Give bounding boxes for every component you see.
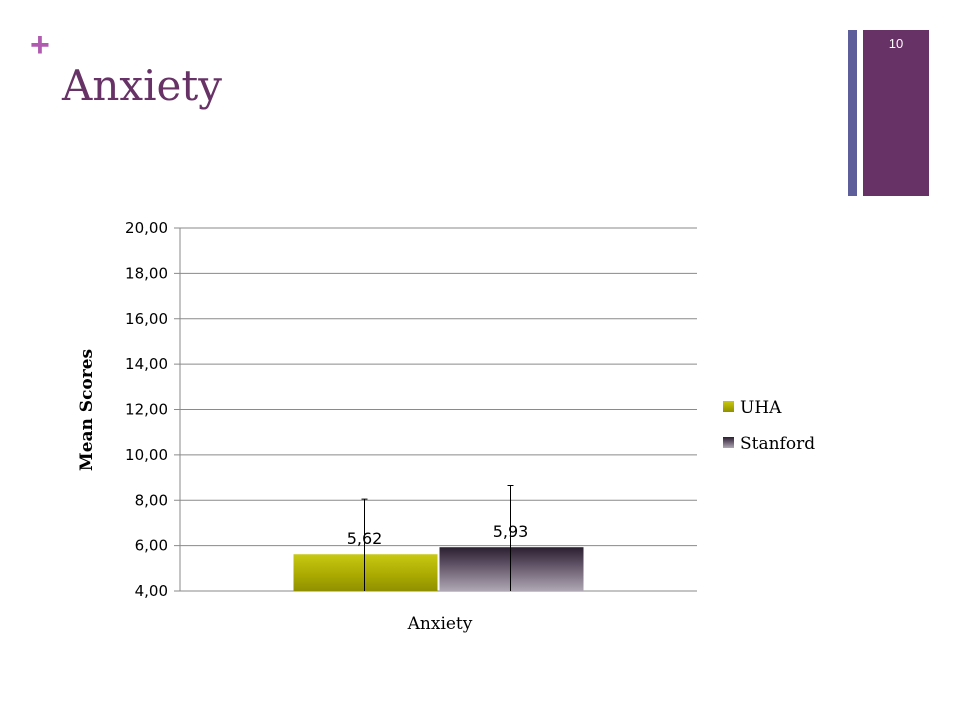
accent-bar [863, 30, 929, 196]
legend-swatch [723, 401, 734, 412]
legend-label: Stanford [740, 434, 815, 454]
y-tick-label: 6,00 [135, 537, 168, 555]
data-label: 5,62 [347, 529, 383, 548]
legend-swatch [723, 437, 734, 448]
y-tick-label: 12,00 [125, 401, 168, 419]
slide-title: Anxiety [62, 61, 222, 110]
y-tick-label: 8,00 [135, 491, 168, 509]
y-axis-title: Mean Scores [77, 349, 97, 471]
bar-uha [293, 554, 438, 591]
data-label: 5,93 [493, 522, 529, 541]
bar-stanford [439, 547, 584, 591]
y-tick-label: 4,00 [135, 582, 168, 600]
x-axis-title: Anxiety [407, 614, 473, 634]
accent-bar-thin [848, 30, 857, 196]
plus-icon: + [30, 26, 50, 64]
legend-label: UHA [740, 398, 782, 418]
y-tick-label: 14,00 [125, 355, 168, 373]
y-tick-label: 10,00 [125, 446, 168, 464]
slide-number: 10 [888, 36, 904, 51]
y-tick-label: 18,00 [125, 264, 168, 282]
y-tick-label: 16,00 [125, 310, 168, 328]
y-tick-label: 20,00 [125, 219, 168, 237]
